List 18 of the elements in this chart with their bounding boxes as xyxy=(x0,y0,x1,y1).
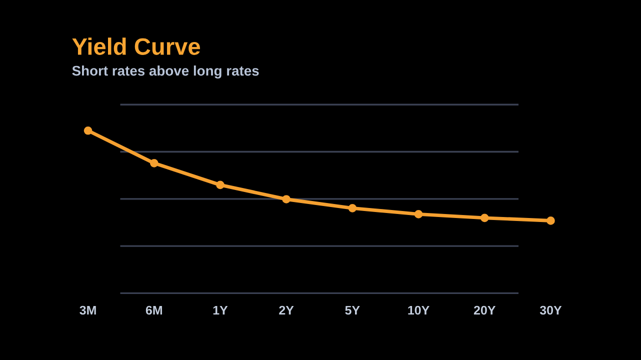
x-tick-label: 10Y xyxy=(408,306,430,315)
point xyxy=(216,180,224,190)
x-tick-label: 20Y xyxy=(474,306,496,315)
point xyxy=(546,216,555,225)
x-tick-label: 1Y xyxy=(213,306,228,315)
x-tick-label: 3M xyxy=(80,306,96,315)
x-tick-label: 30Y xyxy=(540,306,562,315)
point xyxy=(84,126,92,135)
point xyxy=(348,204,357,212)
point xyxy=(282,195,290,204)
x-tick-label: 6M xyxy=(146,306,162,315)
point xyxy=(414,210,423,218)
point xyxy=(480,214,489,222)
point xyxy=(150,158,158,168)
chart-subtitle: Short rates above long rates xyxy=(72,65,259,79)
chart-title: Yield Curve xyxy=(72,38,200,55)
x-tick-label: 5Y xyxy=(345,306,360,315)
x-tick-label: 2Y xyxy=(279,306,294,315)
